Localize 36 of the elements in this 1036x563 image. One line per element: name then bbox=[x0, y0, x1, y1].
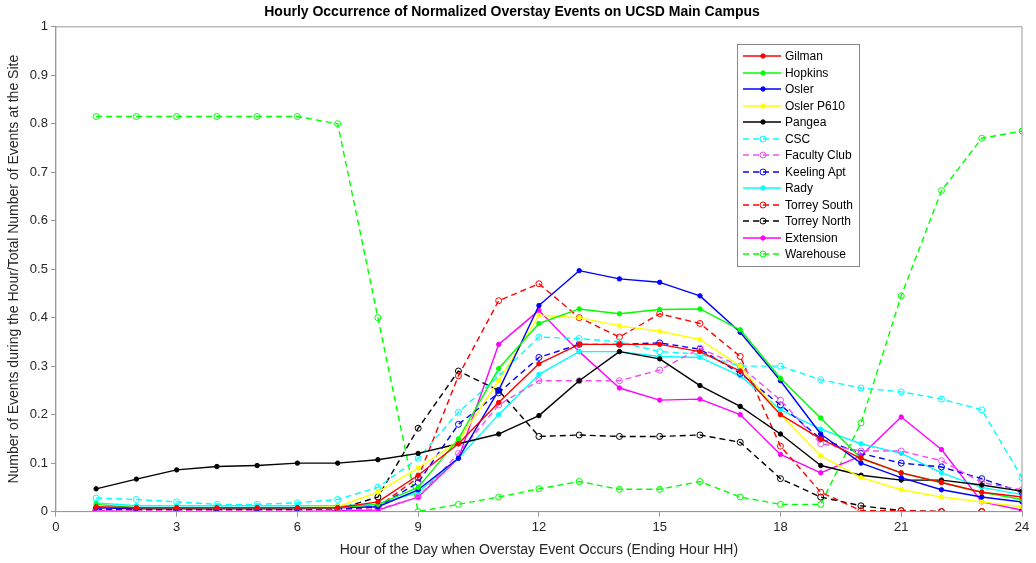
legend-label: Faculty Club bbox=[784, 147, 852, 164]
legend-label: Pangea bbox=[784, 114, 827, 131]
x-tick-label: 21 bbox=[894, 518, 909, 534]
x-tick-label: 24 bbox=[1014, 518, 1030, 534]
y-tick-label: 1 bbox=[40, 18, 48, 34]
legend-label: Rady bbox=[784, 180, 813, 197]
y-tick-label: 0.5 bbox=[29, 260, 48, 276]
y-tick-label: 0.3 bbox=[29, 357, 48, 373]
x-axis-title: Hour of the Day when Overstay Event Occurs (Ending Hour HH) bbox=[339, 541, 739, 558]
legend-label: Torrey North bbox=[784, 213, 851, 230]
legend-label: Hopkins bbox=[784, 64, 829, 81]
legend-label: Extension bbox=[784, 229, 838, 246]
legend-label: CSC bbox=[784, 130, 811, 147]
legend-label: Gilman bbox=[784, 48, 823, 65]
y-tick-label: 0 bbox=[40, 503, 48, 519]
chart-title: Hourly Occurrence of Normalized Overstay Events on UCSD Main Campus bbox=[264, 3, 760, 20]
legend-label: Keeling Apt bbox=[784, 163, 846, 180]
x-tick-label: 9 bbox=[414, 518, 422, 534]
legend-label: Torrey South bbox=[784, 196, 853, 213]
x-tick-label: 0 bbox=[52, 518, 60, 534]
y-tick-label: 0.2 bbox=[29, 406, 48, 422]
legend-label: Warehouse bbox=[784, 246, 846, 263]
y-tick-label: 0.4 bbox=[29, 309, 48, 325]
legend-label: Osler P610 bbox=[784, 97, 845, 114]
x-tick-label: 12 bbox=[531, 518, 547, 534]
legend-label: Osler bbox=[784, 81, 814, 98]
x-tick-label: 15 bbox=[652, 518, 667, 534]
y-tick-label: 0.7 bbox=[29, 163, 48, 179]
y-tick-label: 0.9 bbox=[29, 66, 48, 82]
y-tick-label: 0.8 bbox=[29, 115, 48, 131]
y-tick-label: 0.6 bbox=[29, 212, 48, 228]
y-tick-label: 0.1 bbox=[29, 454, 48, 470]
x-tick-label: 3 bbox=[173, 518, 181, 534]
y-axis-title: Number of Events during the Hour/Total Number of Events at the Site bbox=[5, 54, 22, 484]
x-tick-label: 6 bbox=[293, 518, 302, 534]
x-tick-label: 18 bbox=[773, 518, 788, 534]
